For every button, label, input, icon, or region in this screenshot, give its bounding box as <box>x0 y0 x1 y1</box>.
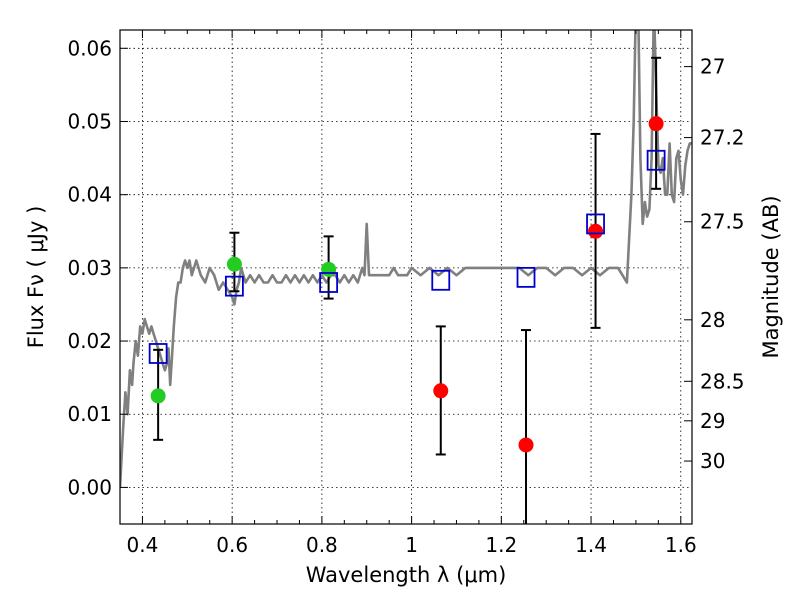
right-tick-label: 29 <box>700 409 725 433</box>
y-tick-label: 0.00 <box>67 475 112 499</box>
x-tick-label: 1.4 <box>575 533 607 557</box>
green-point <box>226 256 242 272</box>
y-tick-label: 0.01 <box>67 402 112 426</box>
square-point <box>586 213 605 235</box>
red-point <box>648 116 664 132</box>
right-tick-label: 28.5 <box>700 369 745 393</box>
red-point <box>433 383 449 399</box>
plot-frame <box>119 29 693 525</box>
y-tick-label: 0.02 <box>67 329 112 353</box>
y-tick-label: 0.06 <box>67 36 112 60</box>
y-tick-label: 0.03 <box>67 256 112 280</box>
model-spectrum-layer <box>120 30 692 488</box>
right-tick-label: 30 <box>700 449 725 473</box>
right-tick-label: 28 <box>700 308 725 332</box>
y-axis-label: Flux Fν ( μJy ) <box>24 206 48 349</box>
square-point <box>224 275 244 297</box>
red-point <box>588 223 604 239</box>
x-tick-label: 0.8 <box>306 533 338 557</box>
x-tick-label: 1.6 <box>665 533 697 557</box>
square-point <box>646 149 666 171</box>
green-point <box>150 388 166 404</box>
square-point <box>431 269 451 291</box>
square-point <box>148 343 168 364</box>
y-tick-label: 0.05 <box>67 109 112 133</box>
marker-layer <box>148 116 666 453</box>
x-axis-label: Wavelength λ (μm) <box>306 563 507 587</box>
green-point <box>321 261 337 277</box>
x-tick-label: 1 <box>405 533 418 557</box>
tick-layer: 0.4 0.6 0.8 1 1.2 1.4 1.6 0.00 0.01 0.02 0.03 0.04 0… <box>67 30 745 557</box>
red-point <box>518 437 534 453</box>
square-point <box>516 266 536 288</box>
square-point <box>319 272 339 293</box>
right-tick-label: 27.5 <box>700 210 745 234</box>
y-tick-label: 0.04 <box>67 183 112 207</box>
right-tick-label: 27.2 <box>700 126 745 150</box>
x-tick-label: 0.6 <box>216 533 248 557</box>
right-axis-label: Magnitude (AB) <box>759 195 783 358</box>
model-spectrum-line <box>120 30 692 488</box>
right-tick-label: 27 <box>700 55 725 79</box>
grid <box>120 30 692 524</box>
x-tick-label: 0.4 <box>127 533 159 557</box>
x-tick-label: 1.2 <box>485 533 517 557</box>
